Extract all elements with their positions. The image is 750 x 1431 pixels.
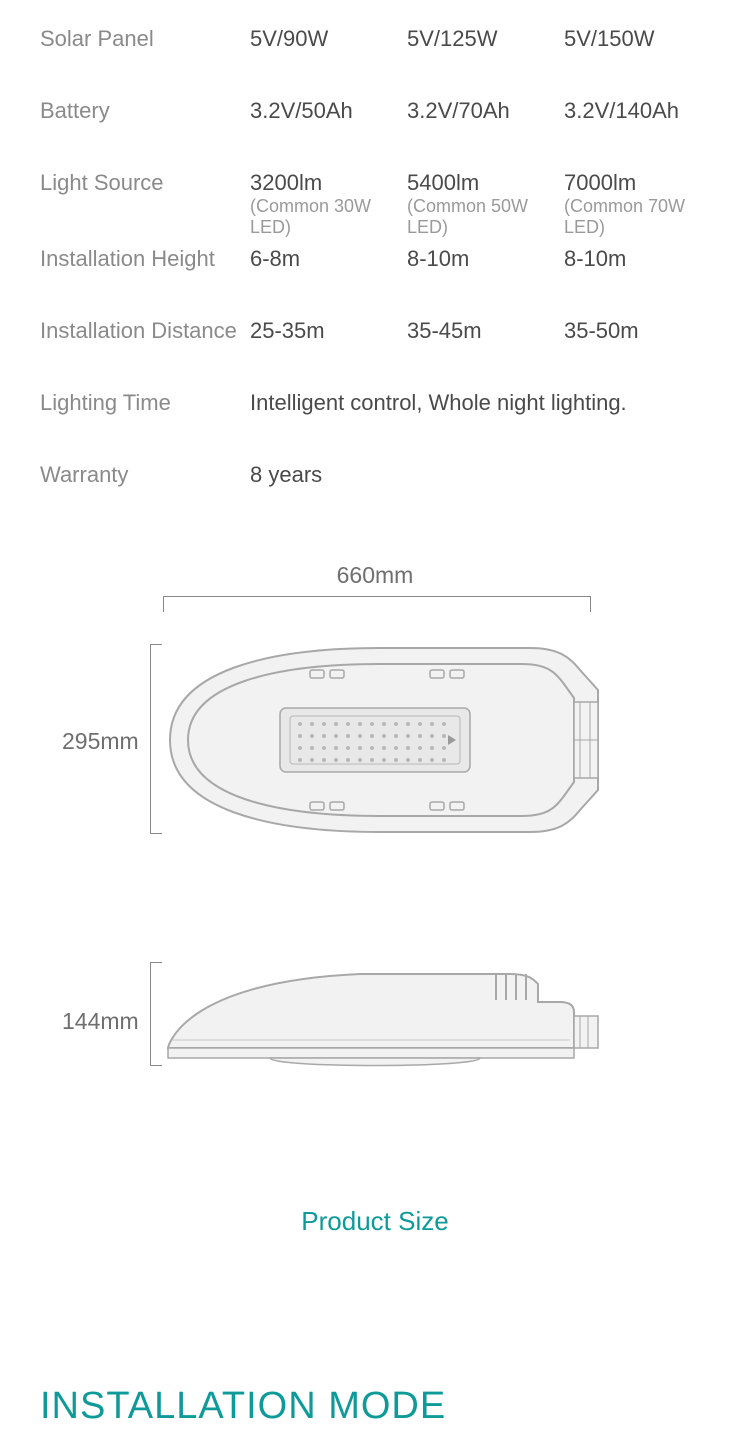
label-install-distance: Installation Distance: [40, 318, 250, 344]
light-source-c3-sub: (Common 70W LED): [564, 196, 721, 238]
light-source-c1-sub: (Common 30W LED): [250, 196, 407, 238]
warranty-value: 8 years: [250, 462, 721, 488]
label-warranty: Warranty: [40, 462, 250, 488]
light-source-c2: 5400lm: [407, 170, 479, 195]
row-light-source: Light Source 3200lm (Common 30W LED) 540…: [40, 162, 710, 238]
dim-height-label: 144mm: [62, 1008, 139, 1035]
label-install-height: Installation Height: [40, 246, 250, 272]
install-distance-col2: 35-45m: [407, 318, 564, 344]
install-height-col2: 8-10m: [407, 246, 564, 272]
row-install-height: Installation Height 6-8m 8-10m 8-10m: [40, 238, 710, 310]
solar-panel-col1: 5V/90W: [250, 26, 407, 52]
install-distance-col3: 35-50m: [564, 318, 721, 344]
label-solar-panel: Solar Panel: [40, 26, 250, 52]
light-source-c1: 3200lm: [250, 170, 322, 195]
spec-table: Solar Panel 5V/90W 5V/125W 5V/150W Batte…: [0, 0, 750, 526]
battery-col2: 3.2V/70Ah: [407, 98, 564, 124]
row-solar-panel: Solar Panel 5V/90W 5V/125W 5V/150W: [40, 18, 710, 90]
light-source-c3: 7000lm: [564, 170, 636, 195]
lamp-side-view-icon: [150, 962, 605, 1072]
dim-depth-label: 295mm: [62, 728, 139, 755]
dimension-diagram: 660mm 295mm 144mm: [0, 562, 750, 1182]
light-source-col1: 3200lm (Common 30W LED): [250, 170, 407, 238]
dim-width-bar: [163, 596, 591, 612]
solar-panel-col2: 5V/125W: [407, 26, 564, 52]
lighting-time-value: Intelligent control, Whole night lightin…: [250, 390, 721, 416]
battery-col1: 3.2V/50Ah: [250, 98, 407, 124]
install-height-col1: 6-8m: [250, 246, 407, 272]
dim-width-label: 660mm: [0, 562, 750, 589]
installation-mode-heading: INSTALLATION MODE: [0, 1385, 750, 1428]
light-source-c2-sub: (Common 50W LED): [407, 196, 564, 238]
label-battery: Battery: [40, 98, 250, 124]
install-distance-col1: 25-35m: [250, 318, 407, 344]
install-height-col3: 8-10m: [564, 246, 721, 272]
label-lighting-time: Lighting Time: [40, 390, 250, 416]
lamp-top-view-icon: [150, 640, 605, 840]
row-install-distance: Installation Distance 25-35m 35-45m 35-5…: [40, 310, 710, 382]
light-source-col3: 7000lm (Common 70W LED): [564, 170, 721, 238]
battery-col3: 3.2V/140Ah: [564, 98, 721, 124]
product-size-caption: Product Size: [0, 1206, 750, 1237]
row-warranty: Warranty 8 years: [40, 454, 710, 526]
row-lighting-time: Lighting Time Intelligent control, Whole…: [40, 382, 710, 454]
light-source-col2: 5400lm (Common 50W LED): [407, 170, 564, 238]
label-light-source: Light Source: [40, 170, 250, 196]
row-battery: Battery 3.2V/50Ah 3.2V/70Ah 3.2V/140Ah: [40, 90, 710, 162]
solar-panel-col3: 5V/150W: [564, 26, 721, 52]
